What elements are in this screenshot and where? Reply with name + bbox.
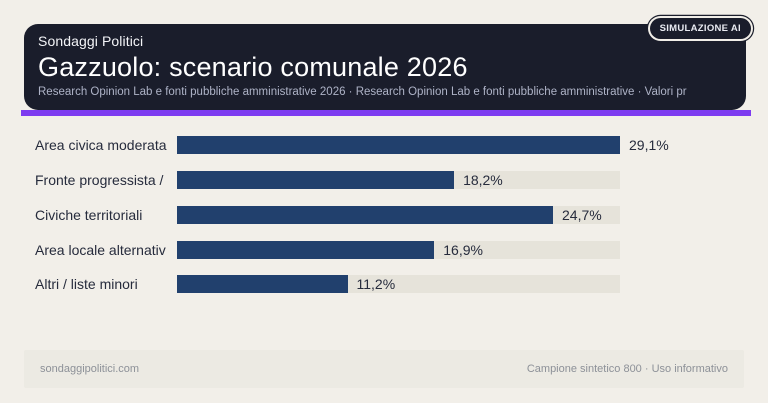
category-label: Fronte progressista / <box>35 172 164 189</box>
bar-track: 16,9% <box>177 240 620 259</box>
footer-source: sondaggipolitici.com <box>40 363 140 375</box>
bar <box>177 136 620 155</box>
category-label: Civiche territoriali <box>35 206 143 223</box>
bar-chart: Area civica moderata 29,1% Fronte progress… <box>0 128 768 302</box>
bar <box>177 275 348 294</box>
subtitle: Research Opinion Lab e fonti pubbliche a… <box>38 86 687 98</box>
header: Sondaggi Politici Gazzuolo: scenario com… <box>24 24 746 110</box>
category-label: Area locale alternativ <box>35 241 166 258</box>
chart-row: Fronte progressista / 18,2% <box>35 163 768 198</box>
bar <box>177 171 455 190</box>
brand-label: Sondaggi Politici <box>38 33 144 49</box>
bar <box>177 205 554 224</box>
bar-track: 29,1% <box>177 136 669 155</box>
bar-track: 18,2% <box>177 171 620 190</box>
accent-bar <box>21 110 751 116</box>
value-label: 11,2% <box>356 276 396 293</box>
bar-track: 24,7% <box>177 205 620 224</box>
value-label: 29,1% <box>629 137 669 154</box>
category-label: Altri / liste minori <box>35 276 138 293</box>
chart-row: Area locale alternativ 16,9% <box>35 232 768 267</box>
bar-track: 11,2% <box>177 275 620 294</box>
bar <box>177 240 435 259</box>
footer-note: Campione sintetico 800 · Uso informativo <box>526 363 728 375</box>
chart-row: Altri / liste minori 11,2% <box>35 267 768 302</box>
category-label: Area civica moderata <box>35 137 167 154</box>
page-title: Gazzuolo: scenario comunale 2026 <box>38 52 468 82</box>
value-label: 16,9% <box>443 241 483 258</box>
chart-row: Area civica moderata 29,1% <box>35 128 768 163</box>
footer: sondaggipolitici.com Campione sintetico … <box>24 350 744 388</box>
value-label: 18,2% <box>463 172 503 189</box>
chart-row: Civiche territoriali 24,7% <box>35 198 768 233</box>
simulazione-ai-badge: SIMULAZIONE AI <box>649 18 751 39</box>
value-label: 24,7% <box>562 206 602 223</box>
